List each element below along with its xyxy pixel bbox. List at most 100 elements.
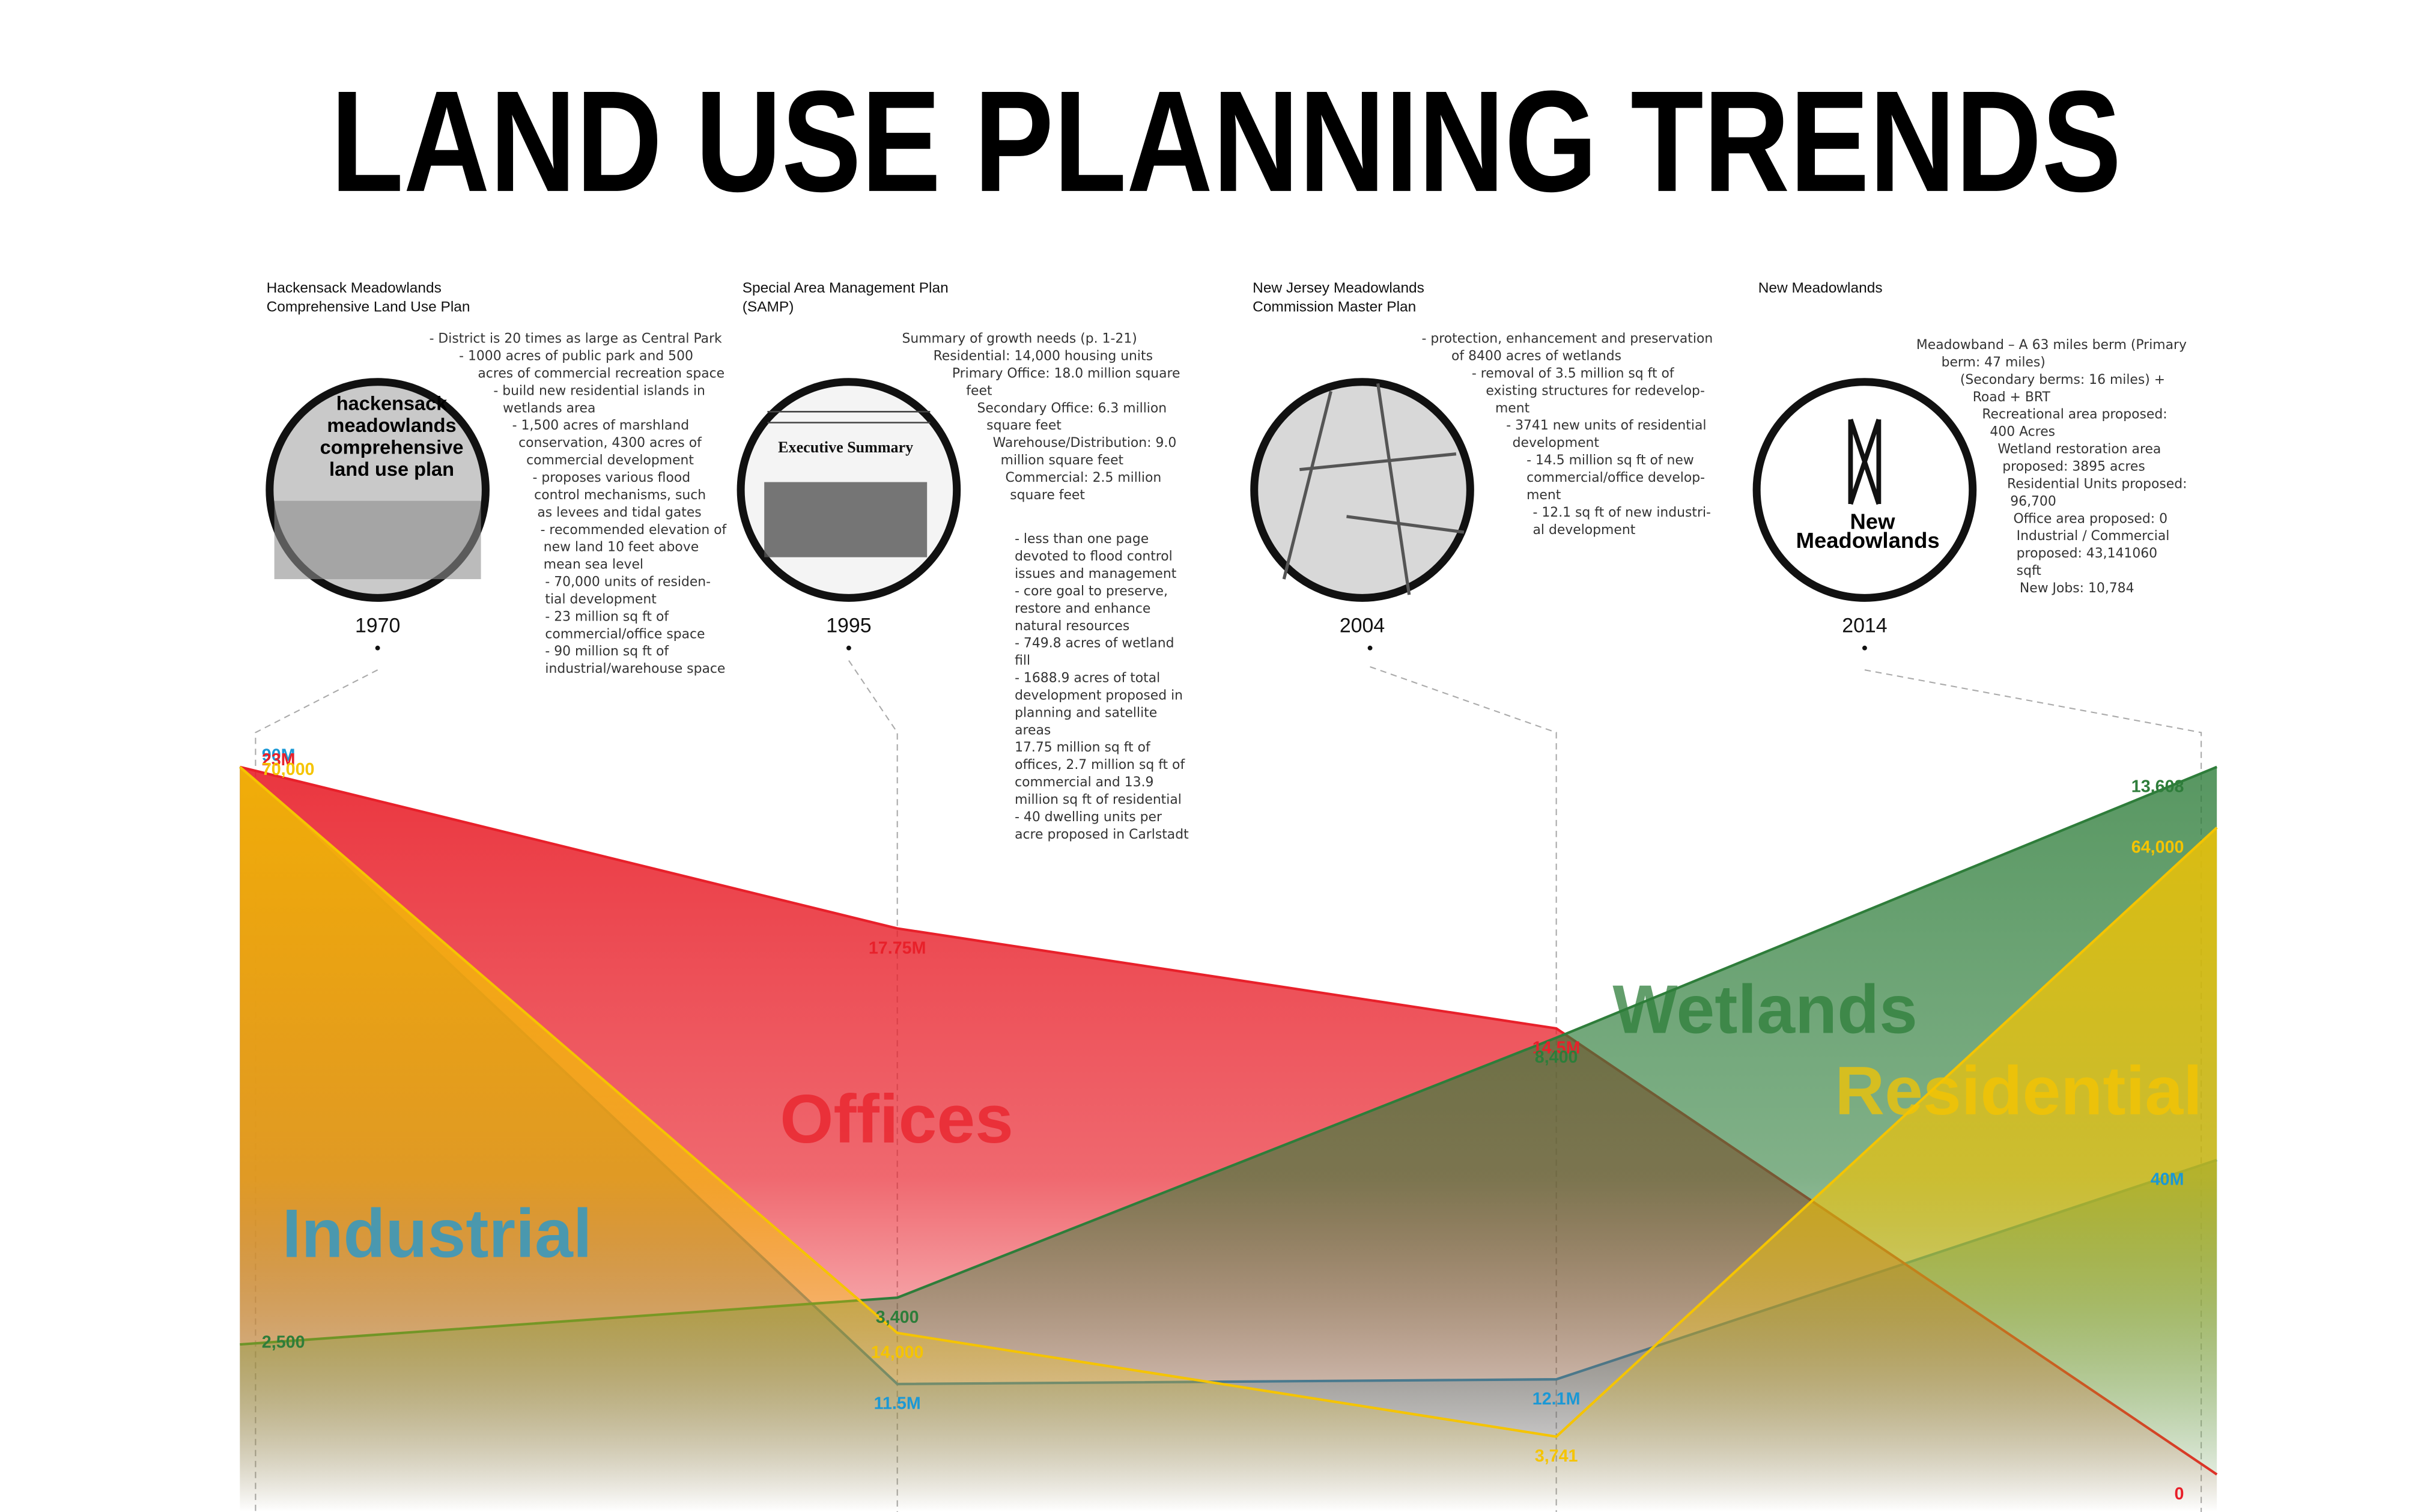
connector bbox=[1864, 669, 2202, 1512]
plan-note: control mechanisms, such bbox=[534, 488, 706, 503]
plan-note: tial development bbox=[545, 592, 657, 607]
image-detail bbox=[764, 482, 928, 557]
series-line bbox=[238, 766, 2218, 1438]
plan-note: Residential: 14,000 housing units bbox=[934, 349, 1153, 364]
plan-note: berm: 47 miles) bbox=[1942, 355, 2046, 370]
plan-note: - 1000 acres of public park and 500 bbox=[459, 349, 693, 364]
plan-note: - District is 20 times as large as Centr… bbox=[430, 332, 722, 347]
year-label: 1970 bbox=[355, 615, 400, 637]
plan-title: New Jersey Meadowlands bbox=[1253, 280, 1424, 296]
plan-note: Warehouse/Distribution: 9.0 bbox=[993, 436, 1177, 451]
plan-note: commercial/office space bbox=[545, 627, 705, 642]
plan-note: - 749.8 acres of wetland bbox=[1015, 636, 1174, 651]
series-name: Industrial bbox=[282, 1195, 592, 1272]
plan-note: industrial/warehouse space bbox=[545, 661, 725, 676]
plan-note: fill bbox=[1015, 654, 1030, 669]
image-detail bbox=[1282, 383, 1465, 595]
plan-title: Comprehensive Land Use Plan bbox=[267, 299, 470, 315]
plan-note: wetlands area bbox=[503, 401, 595, 416]
plan-note: planning and satellite bbox=[1015, 705, 1157, 720]
plan-note: - recommended elevation of bbox=[541, 523, 727, 538]
value-label: 14,000 bbox=[871, 1343, 924, 1362]
image-detail bbox=[274, 500, 481, 580]
plan-note: Secondary Office: 6.3 million bbox=[977, 401, 1167, 416]
plan-note: existing structures for redevelop- bbox=[1486, 383, 1704, 398]
plan-note: devoted to flood control bbox=[1015, 549, 1173, 564]
value-label: 17.75M bbox=[869, 938, 926, 958]
plan-note: acre proposed in Carlstadt bbox=[1015, 827, 1189, 842]
plan-note: - core goal to preserve, bbox=[1015, 584, 1168, 599]
connector bbox=[255, 669, 378, 1512]
value-label: 8,400 bbox=[1535, 1048, 1578, 1067]
plan-note: - 14.5 million sq ft of new bbox=[1526, 453, 1694, 468]
plan-note: new land 10 feet above bbox=[544, 540, 699, 555]
image-text: land use plan bbox=[329, 458, 454, 480]
series-name: Wetlands bbox=[1612, 971, 1917, 1048]
plan-note: acres of commercial recreation space bbox=[478, 366, 724, 381]
year-dot bbox=[846, 645, 851, 651]
value-label: 13,608 bbox=[2131, 777, 2184, 796]
image-text: meadowlands bbox=[327, 414, 456, 436]
plan-note: - 1688.9 acres of total bbox=[1015, 671, 1160, 686]
plan-note: - less than one page bbox=[1015, 532, 1149, 547]
value-label: 12.1M bbox=[1532, 1389, 1581, 1409]
plan-note: - proposes various flood bbox=[533, 470, 691, 485]
plan-image bbox=[1752, 378, 1977, 602]
series-name: Residential bbox=[1835, 1052, 2202, 1129]
image-text: Executive Summary bbox=[778, 439, 913, 456]
plan-note: Wetland restoration area bbox=[1997, 442, 2161, 457]
plan-title: Hackensack Meadowlands bbox=[267, 280, 442, 296]
plan-note: 96,700 bbox=[2010, 494, 2056, 509]
value-label: 11.5M bbox=[874, 1394, 921, 1413]
plan-note: square feet bbox=[1010, 488, 1085, 503]
plan-note: million square feet bbox=[1001, 453, 1124, 468]
plan-note: mean sea level bbox=[544, 557, 643, 572]
plan-note: Residential Units proposed: bbox=[2007, 476, 2187, 491]
value-label: 0 bbox=[2175, 1484, 2184, 1504]
plan-note: - removal of 3.5 million sq ft of bbox=[1472, 366, 1675, 381]
plan-note: sqft bbox=[2017, 563, 2042, 578]
plan-note: offices, 2.7 million sq ft of bbox=[1015, 758, 1185, 773]
image-text: Meadowlands bbox=[1796, 528, 1940, 553]
plan-note: proposed: 3895 acres bbox=[2002, 460, 2145, 475]
plan-note: Primary Office: 18.0 million square bbox=[952, 366, 1180, 381]
plan-note: - 23 million sq ft of bbox=[545, 609, 669, 624]
plan-note: restore and enhance bbox=[1015, 601, 1150, 616]
plan-note: New Jobs: 10,784 bbox=[2020, 581, 2134, 596]
plans: Hackensack Meadowlands Comprehensive Land… bbox=[267, 280, 2187, 842]
plan-note: ment bbox=[1495, 401, 1530, 416]
image-text: hackensack bbox=[336, 393, 448, 414]
year-label: 1995 bbox=[826, 615, 871, 637]
plan-note: issues and management bbox=[1015, 566, 1177, 581]
plan-note: as levees and tidal gates bbox=[537, 505, 701, 520]
plan-note: - 1,500 acres of marshland bbox=[512, 418, 689, 433]
plan-note: - build new residential islands in bbox=[493, 383, 705, 398]
plan-title: New Meadowlands bbox=[1758, 280, 1883, 296]
year-dot bbox=[375, 645, 380, 651]
plan-title: Commission Master Plan bbox=[1253, 299, 1416, 315]
plan-image bbox=[1250, 378, 1474, 602]
plan-note: development bbox=[1513, 436, 1600, 451]
plan-note: ment bbox=[1526, 488, 1561, 503]
value-label: 2,500 bbox=[262, 1332, 305, 1352]
value-label: 70,000 bbox=[262, 760, 315, 779]
logo bbox=[1848, 419, 1882, 505]
plan-note: development proposed in bbox=[1015, 688, 1183, 703]
plan-note: - protection, enhancement and preservati… bbox=[1422, 332, 1713, 347]
plan-note: (Secondary berms: 16 miles) + bbox=[1960, 372, 2165, 387]
plan-note: square feet bbox=[986, 418, 1062, 433]
plan-title: (SAMP) bbox=[743, 299, 794, 315]
plan-note: Road + BRT bbox=[1973, 390, 2051, 405]
plan-title: Special Area Management Plan bbox=[743, 280, 949, 296]
year-label: 2014 bbox=[1842, 615, 1887, 637]
value-label: 14.5M bbox=[1532, 1039, 1581, 1058]
value-label: 40M bbox=[2151, 1170, 2184, 1189]
plan-note: areas bbox=[1015, 723, 1051, 738]
value-label: 23M bbox=[262, 750, 296, 770]
plan-note: commercial and 13.9 bbox=[1015, 775, 1153, 790]
plan-note: - 40 dwelling units per bbox=[1015, 810, 1162, 825]
year-dot bbox=[1862, 645, 1867, 651]
plan-note: al development bbox=[1533, 523, 1636, 538]
plan-note: - 12.1 sq ft of new industri- bbox=[1533, 505, 1711, 520]
